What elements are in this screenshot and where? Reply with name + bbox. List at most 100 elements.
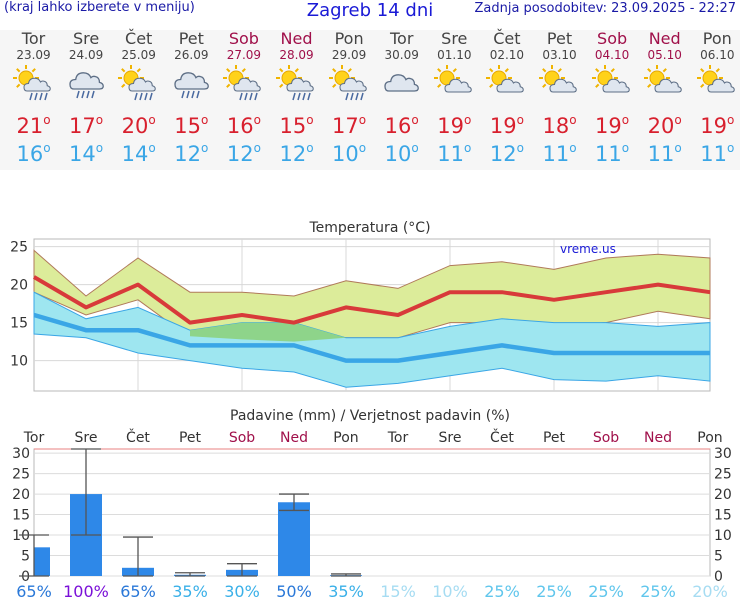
min-temp: 12o [489,141,524,166]
sun-cloud-rain-icon [112,62,165,106]
min-temp: 16o [16,141,51,166]
precip-bar [278,502,310,576]
x-tick-label: Tor [23,430,45,446]
day-date: 02.10 [489,48,525,62]
min-temp-line [33,312,710,363]
y-tick-label-right: 25 [714,467,732,483]
day-column: Sre 24.09 17o 14o [60,29,113,166]
y-tick-label-right: 20 [714,487,732,503]
y-tick-label: 5 [21,549,30,565]
day-date: 30.09 [384,48,419,62]
day-column: Ned 05.10 20o 11o [638,29,691,166]
y-tick-label: 10 [12,528,30,544]
probability-label: 30% [224,582,260,600]
max-temp: 16o [226,113,261,138]
max-temp-line [32,275,711,325]
day-column: Tor 23.09 21o 16o [7,30,60,166]
probability-label: 20% [692,582,728,600]
sun-cloud-icon [586,62,639,106]
chart-title: Temperatura (°C) [308,220,430,236]
day-name: Pet [546,29,573,48]
sun-cloud-rain-icon [270,62,323,106]
watermark: vreme.us [560,242,616,256]
day-column: Pet 03.10 18o 11o [533,29,586,166]
cloud-rain-icon [165,62,218,106]
day-date: 27.09 [226,48,262,62]
min-temp: 11o [595,141,630,166]
min-temp: 10o [332,141,367,166]
y-tick-label: 0 [21,569,30,585]
x-tick-label: Tor [387,430,409,446]
y-tick-label: 30 [12,446,30,462]
min-temp: 14o [121,141,156,166]
min-temp: 14o [69,141,104,166]
precip-bar [34,547,50,576]
day-name: Ned [280,29,313,48]
day-column: Sre 01.10 19o 11o [428,29,481,166]
max-temp: 19o [489,113,524,138]
sun-cloud-icon [638,62,691,106]
probability-label: 15% [380,582,416,600]
day-column: Pon 29.09 17o 10o [323,29,376,166]
x-tick-label: Pon [697,430,722,446]
day-date: 26.09 [174,48,209,62]
day-column: Čet 25.09 20o 14o [112,30,165,166]
day-name: Sre [441,29,468,48]
day-date: 01.10 [437,48,472,62]
probability-label: 35% [328,582,364,600]
overlap-range [190,322,346,342]
max-temp: 21o [16,113,51,138]
probability-label: 100% [63,582,109,600]
x-tick-label: Pet [543,430,566,446]
max-temp: 16o [384,113,419,138]
plot-area [33,448,711,577]
sun-cloud-icon [428,62,481,106]
max-temp: 19o [437,113,472,138]
min-temp: 12o [226,141,261,166]
max-temp: 19o [595,113,630,138]
y-tick-label: 15 [12,508,30,524]
day-column: Sob 04.10 19o 11o [586,29,639,166]
day-column: Pet 26.09 15o 12o [165,29,218,166]
day-date: 06.10 [700,48,735,62]
day-date: 23.09 [16,48,51,62]
min-temp: 11o [647,141,682,166]
probability-label: 65% [120,582,156,600]
probability-label: 50% [276,582,312,600]
day-name: Tor [389,29,414,48]
day-name: Ned [648,29,681,48]
temperature-chart: 10 15 20 25 Temperatura (°C) vreme.us [10,220,711,392]
y-tick-label: 20 [12,487,30,503]
max-temp: 19o [700,113,735,138]
day-name: Pon [334,29,364,48]
location-hint: (kraj lahko izberete v meniju) [4,0,195,15]
max-temp: 17o [332,113,367,138]
chart-title: Padavine (mm) / Verjetnost padavin (%) [230,408,510,424]
x-tick-label: Pon [333,430,358,446]
day-name: Sob [597,29,628,48]
min-temp: 12o [174,141,209,166]
max-temp: 15o [279,113,314,138]
max-temp: 18o [542,113,577,138]
max-temp: 20o [121,113,156,138]
day-column: Sob 27.09 16o 12o [217,30,270,166]
day-name: Čet [493,29,521,48]
daily-forecast-strip: Tor 23.09 21o 16o Sre 24.09 17o 14o Čet 25.09 20o 1… [0,30,740,170]
day-column: Tor 30.09 16o 10o [375,29,428,166]
max-temp: 17o [69,113,104,138]
precipitation-chart: Padavine (mm) / Verjetnost padavin (%) To… [12,408,732,600]
day-date: 29.09 [331,48,367,62]
x-tick-label: Sre [75,430,98,446]
probability-label: 25% [640,582,676,600]
min-temp: 12o [279,141,314,166]
y-tick-label: 20 [10,278,28,294]
day-date: 03.10 [542,48,577,62]
x-tick-label: Ned [280,430,308,446]
y-tick-label-right: 10 [714,528,732,544]
sun-cloud-icon [691,62,740,106]
sun-cloud-icon [480,62,533,106]
probability-label: 10% [432,582,468,600]
day-name: Sre [72,29,100,48]
y-tick-label-right: 5 [714,549,723,565]
day-name: Pet [178,29,204,48]
